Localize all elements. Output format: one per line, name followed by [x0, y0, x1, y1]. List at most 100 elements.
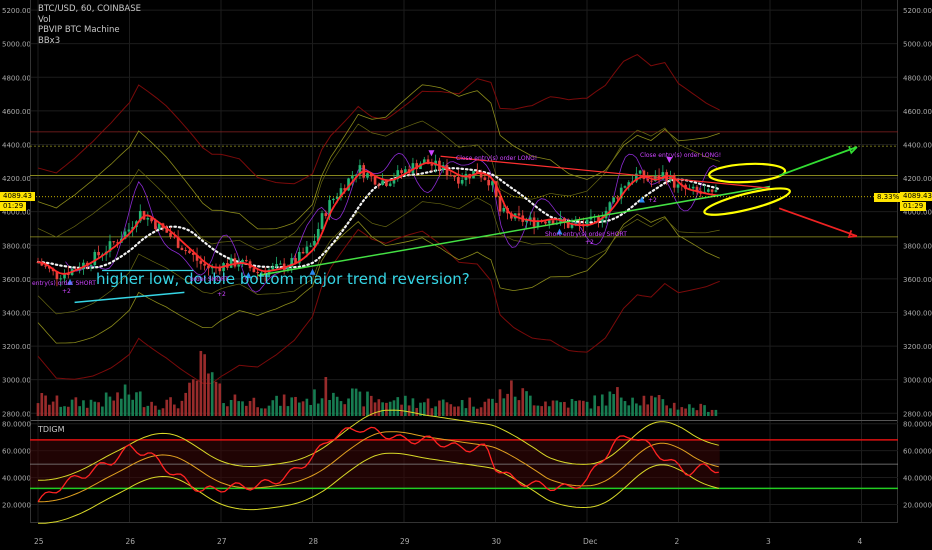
candle-body: [373, 176, 377, 185]
candle-body: [343, 188, 347, 191]
legend-volume: Vol: [38, 14, 51, 25]
volume-bar: [612, 394, 615, 416]
volume-bar: [582, 400, 585, 416]
volume-bar: [453, 406, 456, 416]
volume-bar: [51, 401, 55, 416]
osc-tick-right: 60.0000: [903, 448, 932, 456]
volume-bar: [335, 396, 339, 416]
volume-bar: [464, 408, 468, 416]
volume-bar: [195, 380, 199, 416]
candle-body: [176, 236, 180, 248]
volume-bar: [635, 403, 638, 416]
candle-body: [695, 186, 699, 192]
price-tick-left: 4800.00: [2, 74, 31, 82]
candle-body: [597, 216, 600, 222]
volume-bar: [78, 406, 81, 416]
candle-body: [544, 221, 547, 224]
time-tick: 2: [675, 537, 680, 546]
volume-bar: [369, 395, 373, 416]
volume-bar: [157, 409, 161, 416]
candle-body: [294, 258, 297, 264]
volume-bar: [282, 394, 286, 416]
candle-body: [430, 164, 434, 166]
volume-bar: [233, 394, 237, 416]
volume-bar: [445, 402, 449, 416]
candle-body: [415, 163, 419, 170]
volume-bar: [248, 401, 252, 416]
volume-bar: [237, 401, 241, 416]
volume-bar: [563, 401, 566, 416]
legend-symbol: BTC/USD, 60, COINBASE: [38, 4, 142, 14]
candle-body: [244, 259, 248, 262]
volume-bar: [191, 379, 195, 416]
volume-bar: [66, 406, 70, 416]
volume-bar: [332, 392, 335, 416]
candle-body: [434, 160, 437, 166]
candle-body: [491, 181, 494, 186]
price-tick-left: 2800.00: [2, 410, 31, 418]
osc-mid-band: [38, 431, 719, 503]
candle-body: [475, 170, 479, 174]
candle-body: [55, 271, 59, 280]
candle-body: [400, 170, 403, 174]
candle-body: [123, 231, 127, 239]
price-tick-right: 5200.00: [903, 7, 932, 15]
volume-bar: [547, 406, 551, 416]
volume-bar: [169, 397, 172, 416]
candle-body: [335, 196, 339, 199]
volume-bar: [305, 398, 309, 416]
volume-bar: [343, 404, 347, 416]
volume-bar: [434, 406, 437, 416]
volume-bar: [559, 402, 562, 416]
volume-bar: [131, 399, 135, 416]
exit-signal-marker: [666, 156, 673, 163]
candle-body: [449, 175, 453, 177]
volume-bar: [104, 392, 108, 416]
candle-body: [40, 262, 44, 266]
volume-bar: [494, 402, 498, 416]
price-tick-right: 2800.00: [903, 410, 932, 418]
volume-bar: [36, 403, 40, 416]
volume-bar: [290, 397, 294, 416]
volume-bar: [82, 400, 85, 416]
volume-bar: [210, 372, 214, 416]
candle-body: [525, 220, 528, 222]
candle-body: [566, 221, 570, 228]
volume-bar: [366, 391, 369, 416]
volume-bar: [127, 394, 131, 416]
candle-body: [173, 236, 176, 238]
volume-bar: [241, 401, 244, 416]
candle-body: [517, 213, 521, 216]
price-tick-right: 4000.00: [903, 209, 932, 217]
candle-body: [411, 163, 415, 174]
volume-bar: [608, 391, 612, 416]
candle-body: [445, 165, 449, 176]
candle-body: [642, 170, 646, 179]
volume-bar: [555, 400, 559, 416]
price-tick-left: 3000.00: [2, 377, 31, 385]
candle-body: [369, 173, 373, 177]
volume-bar: [176, 408, 180, 416]
candle-body: [316, 228, 320, 241]
price-tick-right: 3000.00: [903, 377, 932, 385]
osc-tick-left: 60.0000: [2, 448, 31, 456]
candle-body: [275, 263, 278, 267]
volume-bar: [142, 407, 146, 416]
candle-body: [309, 245, 312, 247]
osc-tick-left: 40.0000: [2, 475, 31, 483]
volume-bar: [252, 397, 256, 416]
osc-tick-left: 20.0000: [2, 501, 31, 509]
volume-bar: [154, 405, 157, 416]
price-tick-left: 4400.00: [2, 141, 31, 149]
candle-body: [66, 273, 70, 275]
bullish-arrow-head: [848, 145, 858, 155]
candle-body: [498, 196, 502, 212]
price-tick-right: 4800.00: [903, 74, 932, 82]
candle-body: [551, 220, 555, 225]
volume-bar: [703, 405, 706, 416]
volume-bar: [460, 400, 464, 416]
volume-bar: [422, 402, 426, 416]
time-tick: 3: [766, 537, 771, 546]
volume-bar: [146, 405, 150, 416]
